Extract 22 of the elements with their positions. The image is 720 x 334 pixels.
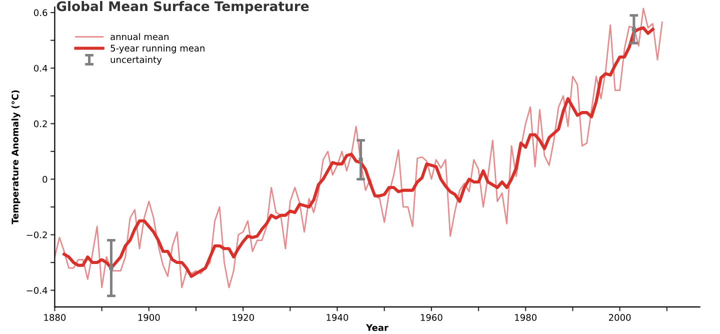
chart-title: Global Mean Surface Temperature [56,1,309,14]
x-tick-label: 1920 [232,314,254,321]
point [632,27,636,32]
y-axis-title: Temperature Anomaly (°C) [11,90,20,224]
y-tick-label: 0.2 [34,120,47,128]
x-tick-label: 1940 [326,314,348,321]
y-tick-label: 0.6 [34,9,48,16]
x-tick-label: 2000 [608,314,631,321]
y-tick-label: −0.4 [26,287,48,294]
y-tick-label: 0 [42,176,48,183]
legend-label: 5-year running mean [110,44,204,54]
legend-label: annual mean [110,33,168,40]
point [358,158,363,162]
x-axis-title: Year [366,324,388,332]
x-tick-label: 1900 [138,314,160,321]
legend-label: uncertainty [110,56,162,65]
y-tick-label: −0.2 [26,231,47,238]
y-tick-label: 0.4 [34,64,48,72]
x-tick-label: 1980 [515,314,536,321]
x-tick-label: 1960 [420,314,442,321]
x-tick-label: 1880 [44,314,66,321]
point [109,266,114,270]
